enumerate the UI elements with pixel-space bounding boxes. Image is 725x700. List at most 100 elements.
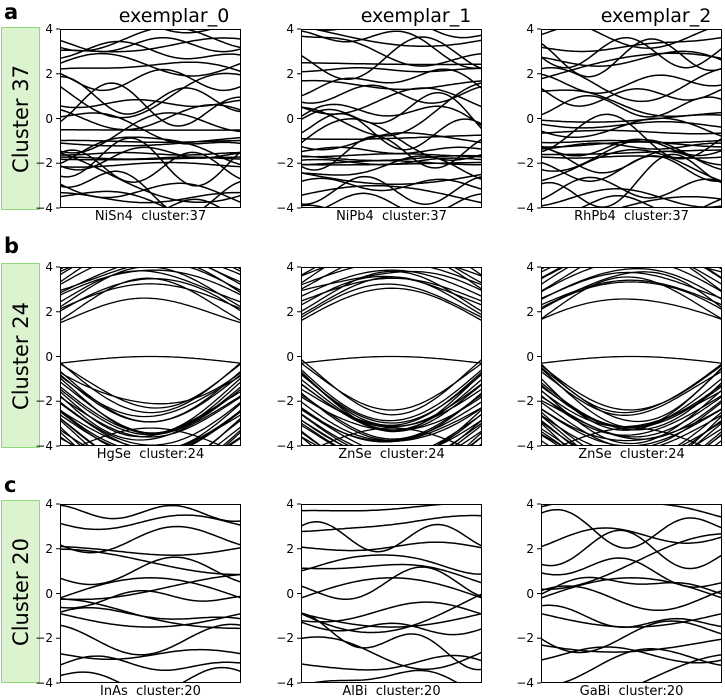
band-line-0 bbox=[640, 653, 722, 683]
band-line-21 bbox=[301, 378, 482, 431]
y-tick-label: 4 bbox=[286, 260, 294, 274]
band-line-34 bbox=[541, 271, 722, 300]
band-line-18 bbox=[60, 68, 241, 92]
band-line-19 bbox=[60, 61, 241, 73]
band-line-7 bbox=[60, 573, 241, 601]
y-tick-label: 0 bbox=[526, 586, 534, 601]
band-line-8 bbox=[301, 135, 482, 171]
y-tick-label: 0 bbox=[286, 586, 294, 601]
band-line-2 bbox=[301, 636, 482, 670]
band-line-24 bbox=[301, 371, 482, 426]
band-line-12 bbox=[541, 508, 722, 549]
band-line-8 bbox=[301, 419, 482, 446]
y-tick-label: 0 bbox=[526, 111, 534, 126]
band-line-0 bbox=[617, 195, 722, 208]
band-line-32 bbox=[541, 279, 722, 306]
plot-frame bbox=[60, 267, 241, 446]
band-line-10 bbox=[60, 136, 241, 147]
band-line-16 bbox=[541, 87, 722, 107]
band-line-36 bbox=[60, 267, 241, 292]
y-tick-label: −2 bbox=[516, 631, 534, 646]
y-tick-label: −4 bbox=[276, 439, 294, 453]
plot-frame bbox=[301, 29, 482, 208]
y-tick-label: 4 bbox=[286, 497, 294, 511]
y-tick-label: 2 bbox=[526, 304, 534, 319]
y-tick-label: 4 bbox=[526, 260, 534, 274]
band-line-23 bbox=[541, 370, 722, 416]
row-label-cluster-24: Cluster 24 bbox=[1, 263, 40, 448]
y-tick-label: 2 bbox=[526, 66, 534, 81]
y-tick-label: −4 bbox=[35, 676, 53, 690]
panel-letter-c: c bbox=[4, 473, 17, 497]
band-line-6 bbox=[60, 149, 241, 183]
y-tick-label: 2 bbox=[286, 66, 294, 81]
band-line-43 bbox=[319, 427, 464, 446]
row-label-cluster-37: Cluster 37 bbox=[1, 27, 40, 210]
band-line-13 bbox=[301, 504, 482, 512]
band-line-14 bbox=[60, 82, 241, 127]
band-line-9 bbox=[60, 548, 241, 576]
column-title-exemplar-2: exemplar_2 bbox=[600, 5, 712, 27]
band-line-41 bbox=[541, 267, 722, 270]
plot-frame bbox=[60, 504, 241, 683]
band-line-9 bbox=[541, 533, 722, 591]
plot-frame bbox=[301, 267, 482, 446]
band-line-12 bbox=[60, 112, 241, 154]
band-line-29 bbox=[60, 139, 241, 144]
y-tick-label: −2 bbox=[276, 394, 294, 409]
band-line-12 bbox=[60, 409, 241, 446]
band-line-11 bbox=[301, 408, 482, 446]
band-line-32 bbox=[60, 267, 241, 308]
band-line-9 bbox=[541, 414, 722, 446]
band-line-8 bbox=[301, 563, 482, 584]
band-line-17 bbox=[541, 389, 722, 445]
band-line-15 bbox=[301, 612, 482, 628]
band-line-8 bbox=[60, 417, 241, 446]
y-tick-label: −4 bbox=[516, 201, 534, 215]
y-tick-label: −4 bbox=[516, 439, 534, 453]
band-line-24 bbox=[541, 367, 722, 429]
band-line-6 bbox=[541, 419, 722, 446]
band-line-28 bbox=[301, 287, 482, 322]
band-plot-albi-20 bbox=[297, 503, 482, 684]
plot-caption: HgSe cluster:24 bbox=[96, 447, 205, 462]
band-plot-svg bbox=[56, 28, 241, 209]
band-line-6 bbox=[301, 422, 482, 446]
plot-caption: ZnSe cluster:24 bbox=[338, 447, 445, 462]
band-line-24 bbox=[60, 370, 241, 423]
band-line-9 bbox=[301, 554, 482, 575]
band-line-4 bbox=[541, 620, 722, 654]
band-line-10 bbox=[301, 541, 482, 552]
band-line-29 bbox=[301, 283, 482, 319]
band-plot-svg bbox=[537, 503, 722, 684]
plot-frame bbox=[541, 29, 722, 208]
band-line-13 bbox=[301, 92, 482, 130]
band-line-26 bbox=[541, 364, 722, 411]
band-line-13 bbox=[301, 407, 482, 443]
band-line-43 bbox=[559, 427, 704, 446]
column-title-exemplar-0: exemplar_0 bbox=[118, 5, 230, 27]
band-line-42 bbox=[541, 355, 722, 364]
band-line-7 bbox=[301, 566, 482, 600]
band-line-14 bbox=[301, 577, 482, 599]
band-line-27 bbox=[60, 361, 241, 414]
y-tick-label: 2 bbox=[286, 541, 294, 556]
band-line-20 bbox=[301, 61, 482, 66]
band-line-10 bbox=[541, 529, 722, 570]
plot-caption: NiPb4 cluster:37 bbox=[336, 209, 447, 224]
band-line-14 bbox=[60, 577, 241, 599]
band-plot-nisn4-37 bbox=[56, 28, 241, 209]
band-plot-svg bbox=[56, 503, 241, 684]
plot-frame bbox=[60, 29, 241, 208]
band-line-16 bbox=[541, 394, 722, 436]
band-line-2 bbox=[60, 648, 241, 661]
band-line-21 bbox=[541, 38, 722, 78]
band-line-12 bbox=[301, 514, 482, 533]
band-line-32 bbox=[301, 275, 482, 306]
band-line-7 bbox=[541, 421, 722, 446]
band-line-40 bbox=[301, 267, 482, 276]
band-line-13 bbox=[541, 111, 722, 123]
band-line-27 bbox=[541, 363, 722, 414]
band-line-25 bbox=[301, 368, 482, 422]
band-line-1 bbox=[559, 648, 722, 683]
